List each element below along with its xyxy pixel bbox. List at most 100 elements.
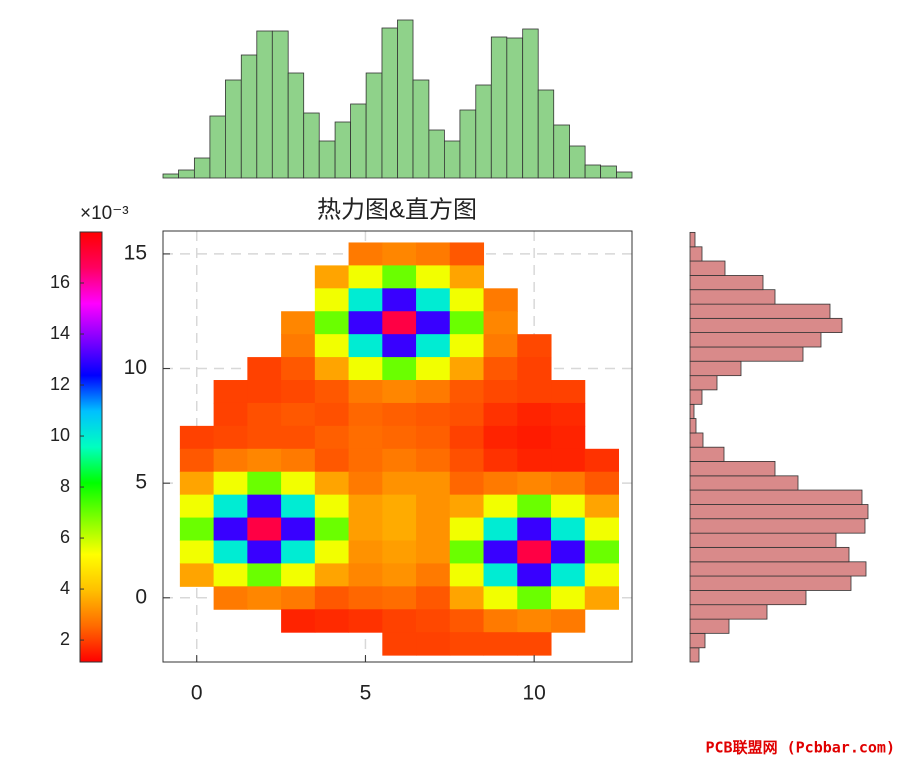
histogram-bar (689, 418, 697, 434)
heatmap-cell (382, 517, 417, 541)
heatmap-cell (584, 494, 620, 519)
heatmap-cell (348, 265, 383, 289)
heatmap-cell (314, 540, 350, 564)
heatmap-cell (281, 494, 316, 519)
histogram-bar (689, 289, 776, 305)
heatmap-cell (584, 563, 620, 587)
heatmap-cell (382, 334, 417, 358)
heatmap-cell (416, 609, 451, 633)
heatmap-cell (449, 632, 485, 656)
heatmap-cell (348, 448, 383, 473)
histogram-bar (689, 590, 807, 606)
heatmap-cell (348, 494, 383, 519)
heatmap-cell (483, 448, 518, 473)
histogram-bar (365, 72, 383, 179)
heatmap-cell (517, 448, 552, 473)
heatmap-cell (416, 288, 451, 312)
heatmap-cell (449, 471, 485, 496)
heatmap-cell (517, 471, 552, 496)
heatmap-cell (416, 311, 451, 335)
heatmap-cell (247, 471, 282, 496)
heatmap-cell (348, 242, 383, 266)
heatmap-cell (449, 517, 485, 541)
histogram-bar (287, 72, 305, 179)
heatmap-cell (483, 288, 518, 312)
histogram-bar (689, 561, 867, 577)
colorbar-tick-label: 4 (60, 578, 70, 598)
heatmap-cell (483, 540, 518, 564)
heatmap-cell (348, 402, 383, 427)
heatmap-cell (281, 517, 316, 541)
y-tick-label: 10 (124, 356, 147, 379)
heatmap-cell (281, 609, 316, 633)
heatmap-cell (314, 586, 350, 610)
heatmap-cell (517, 494, 552, 519)
heatmap-cell (314, 265, 350, 289)
heatmap-cell (179, 448, 215, 473)
heatmap-cell (483, 563, 518, 587)
histogram-bar (443, 140, 461, 179)
heatmap-cell (213, 586, 248, 610)
histogram-bar (689, 604, 768, 620)
heatmap-cell (416, 632, 451, 656)
heatmap-cell (551, 425, 586, 450)
histogram-bar (689, 303, 831, 319)
histogram-bar (209, 115, 226, 179)
heatmap-cell (483, 311, 518, 335)
heatmap-cell (517, 334, 552, 358)
heatmap-cell (416, 586, 451, 610)
heatmap-cell (517, 586, 552, 610)
heatmap-cell (449, 357, 485, 381)
colorbar-tick-label: 2 (60, 629, 70, 649)
x-tick-label: 5 (360, 682, 372, 705)
heatmap-cell (348, 517, 383, 541)
histogram-bar (689, 332, 822, 348)
heatmap-cell (281, 380, 316, 404)
histogram-bar (689, 618, 730, 634)
heatmap-cell (416, 563, 451, 587)
heatmap-cell (382, 425, 417, 450)
histogram-bar (616, 171, 633, 179)
heatmap-cell (247, 357, 282, 381)
histogram-bar (689, 475, 799, 491)
heatmap-cell (483, 425, 518, 450)
histogram-bar (318, 140, 336, 179)
colorbar-tick-label: 8 (60, 476, 70, 496)
heatmap-cell (416, 425, 451, 450)
histogram-bar (522, 28, 539, 179)
heatmap-cell (483, 334, 518, 358)
heatmap-cell (247, 380, 282, 404)
histogram-bar (459, 109, 477, 179)
heatmap-cell (449, 494, 485, 519)
heatmap-cell (416, 540, 451, 564)
heatmap-cell (382, 471, 417, 496)
colorbar-offset: ×10⁻³ (80, 203, 129, 224)
heatmap-cell (551, 380, 586, 404)
histogram-bar (350, 103, 367, 179)
heatmap-cell (449, 425, 485, 450)
heatmap-cell (517, 357, 552, 381)
colorbar-tick-label: 10 (50, 425, 70, 445)
histogram-bar (689, 360, 742, 377)
heatmap-cell (382, 609, 417, 633)
heatmap-cell (179, 540, 215, 564)
histogram-bar (178, 169, 195, 179)
heatmap-cell (314, 517, 350, 541)
heatmap-cell (382, 311, 417, 335)
heatmap-cell (247, 448, 282, 473)
histogram-bar (689, 246, 703, 262)
histogram-bar (240, 54, 258, 179)
heatmap-cell (179, 517, 215, 541)
heatmap-cell (314, 425, 350, 450)
heatmap-cell (314, 380, 350, 404)
heatmap-cell (382, 242, 417, 266)
heatmap-cell (213, 425, 248, 450)
heatmap-cell (416, 357, 451, 381)
histogram-bar (271, 30, 289, 179)
histogram-bar (689, 546, 850, 563)
histogram-bar (225, 79, 242, 179)
histogram-bar (569, 145, 586, 179)
heatmap-cell (281, 402, 316, 427)
heatmap-cell (382, 402, 417, 427)
